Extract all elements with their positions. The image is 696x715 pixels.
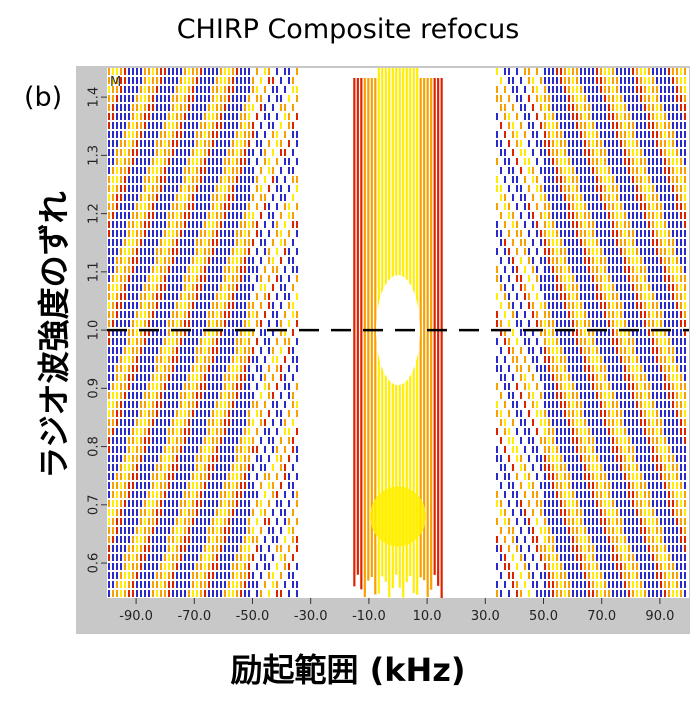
contour-plot: 0.60.70.80.91.01.11.21.31.4 90.070.050.0…	[76, 66, 690, 634]
chart-title: CHIRP Composite refocus	[176, 14, 520, 45]
panel-label: (b)	[24, 82, 63, 113]
x-axis-label: 励起範囲 (kHz)	[230, 651, 466, 689]
y-axis-label: ラジオ波強度のずれ	[35, 191, 73, 479]
